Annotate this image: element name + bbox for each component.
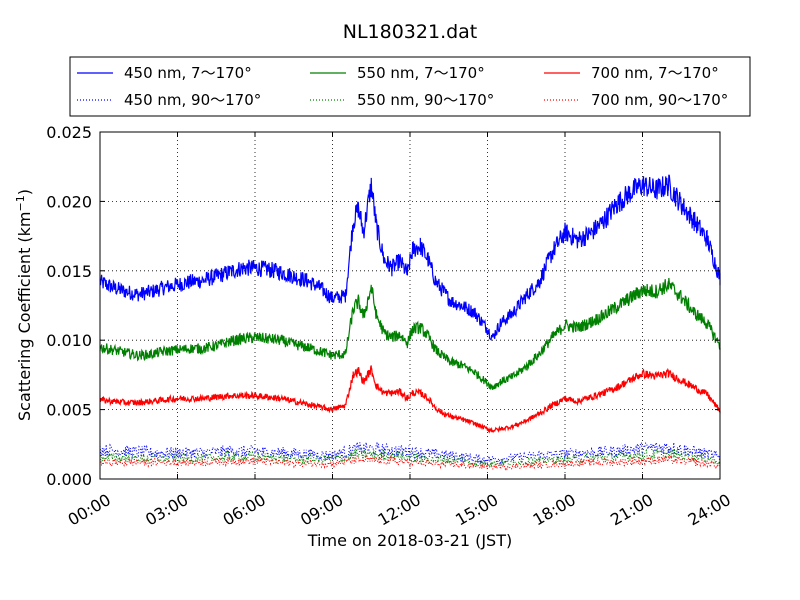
series-line bbox=[99, 454, 721, 471]
y-tick-label: 0.015 bbox=[46, 262, 92, 281]
x-tick-label: 00:00 bbox=[65, 490, 114, 530]
y-tick-labels: 0.000 0.005 0.010 0.015 0.020 0.025 bbox=[46, 123, 92, 489]
x-tick-label: 18:00 bbox=[530, 490, 579, 530]
legend-label: 550 nm, 90～170° bbox=[357, 91, 494, 109]
legend-label: 450 nm, 7～170° bbox=[124, 64, 252, 82]
series-line bbox=[99, 447, 721, 469]
y-tick-label: 0.010 bbox=[46, 331, 92, 350]
x-tick-label: 06:00 bbox=[220, 490, 269, 530]
x-tick-labels: 00:00 03:00 06:00 09:00 12:00 15:00 18:00 21:00… bbox=[65, 490, 734, 530]
series-line bbox=[99, 174, 721, 342]
x-tick-label: 03:00 bbox=[142, 490, 191, 530]
grid-lines bbox=[100, 132, 720, 479]
legend-label: 550 nm, 7～170° bbox=[357, 64, 485, 82]
legend-label: 700 nm, 90～170° bbox=[591, 91, 728, 109]
legend-box bbox=[69, 56, 751, 117]
y-tick-label: 0.005 bbox=[46, 401, 92, 420]
x-tick-label: 09:00 bbox=[297, 490, 346, 530]
y-tick-label: 0.000 bbox=[46, 470, 92, 489]
legend-label: 700 nm, 7～170° bbox=[591, 64, 719, 82]
legend-label: 450 nm, 90～170° bbox=[124, 91, 261, 109]
y-axis-label: Scattering Coefficient (km−1) bbox=[14, 189, 34, 421]
x-tick-label: 24:00 bbox=[685, 490, 734, 530]
x-tick-label: 21:00 bbox=[607, 490, 656, 530]
x-tick-label: 15:00 bbox=[452, 490, 501, 530]
x-tick-label: 12:00 bbox=[375, 490, 424, 530]
x-axis-label: Time on 2018-03-21 (JST) bbox=[307, 531, 512, 550]
series-layer bbox=[99, 174, 721, 471]
y-axis-label-main: Scattering Coefficient (km bbox=[15, 211, 34, 421]
series-line bbox=[99, 365, 721, 434]
y-tick-label: 0.020 bbox=[46, 192, 92, 211]
y-tick-label: 0.025 bbox=[46, 123, 92, 142]
legend: 450 nm, 7～170° 450 nm, 90～170° 550 nm, 7～1… bbox=[69, 56, 751, 117]
chart-title: NL180321.dat bbox=[343, 21, 478, 43]
ticks bbox=[99, 131, 721, 480]
y-axis-label-superscript: −1 bbox=[14, 195, 27, 211]
y-axis-label-close: ) bbox=[15, 189, 34, 195]
series-line bbox=[99, 277, 721, 390]
